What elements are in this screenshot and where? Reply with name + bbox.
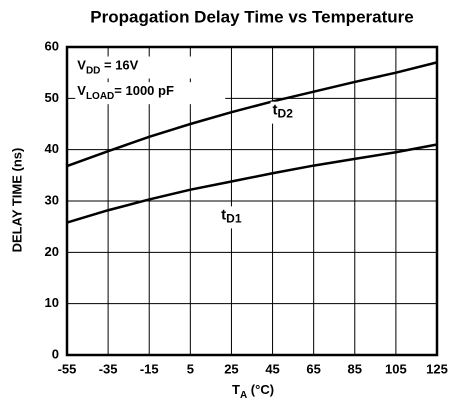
annotation-sub: DD: [86, 65, 100, 76]
annotation: VDD = 16V: [77, 58, 138, 76]
series-label-main: t: [221, 206, 226, 223]
x-axis-label-rest: (°C): [247, 382, 274, 397]
x-axis-label: TA (°C): [232, 382, 274, 400]
y-tick-label: 40: [45, 141, 59, 156]
annotation-bg: [75, 82, 226, 105]
line: [66, 61, 438, 168]
annotation-bg: [75, 56, 226, 79]
line: [66, 143, 438, 224]
y-axis-label: DELAY TIME (ns): [9, 148, 24, 253]
series-label-sub: D1: [226, 212, 242, 226]
x-tick-label: 25: [224, 361, 238, 376]
y-tick-label: 20: [45, 244, 59, 259]
x-tick-label: 5: [187, 361, 194, 376]
series-label-main: t: [273, 102, 278, 119]
y-tick-label: 60: [45, 38, 59, 53]
y-tick-label: 10: [45, 295, 59, 310]
x-axis-label-sub: A: [240, 390, 247, 401]
series-label-bg: [270, 101, 305, 124]
y-tick-label: 50: [45, 90, 59, 105]
annotation-sub: LOAD: [86, 91, 114, 102]
x-tick-label: 105: [385, 361, 407, 376]
series-label-bg: [219, 206, 254, 229]
x-tick-label: -15: [140, 361, 159, 376]
x-tick-label: -35: [99, 361, 118, 376]
annotation-main: V: [77, 58, 86, 73]
x-tick-label: 85: [348, 361, 362, 376]
annotation-main: V: [77, 84, 86, 99]
series-label: tD2: [273, 102, 294, 121]
y-tick-label: 0: [52, 346, 59, 361]
x-tick-label: 125: [426, 361, 448, 376]
x-tick-label: 45: [265, 361, 279, 376]
annotation-rest: = 16V: [100, 58, 138, 73]
annotation: VLOAD= 1000 pF: [77, 84, 174, 102]
series-label: tD1: [221, 206, 242, 225]
x-tick-label: -55: [58, 361, 77, 376]
y-tick-label: 30: [45, 192, 59, 207]
x-tick-label: 65: [306, 361, 320, 376]
series-label-sub: D2: [278, 107, 294, 121]
chart-title: Propagation Delay Time vs Temperature: [90, 7, 413, 26]
plot-frame: [65, 45, 439, 357]
x-axis-label-main: T: [232, 382, 240, 397]
annotation-rest: = 1000 pF: [114, 84, 174, 99]
